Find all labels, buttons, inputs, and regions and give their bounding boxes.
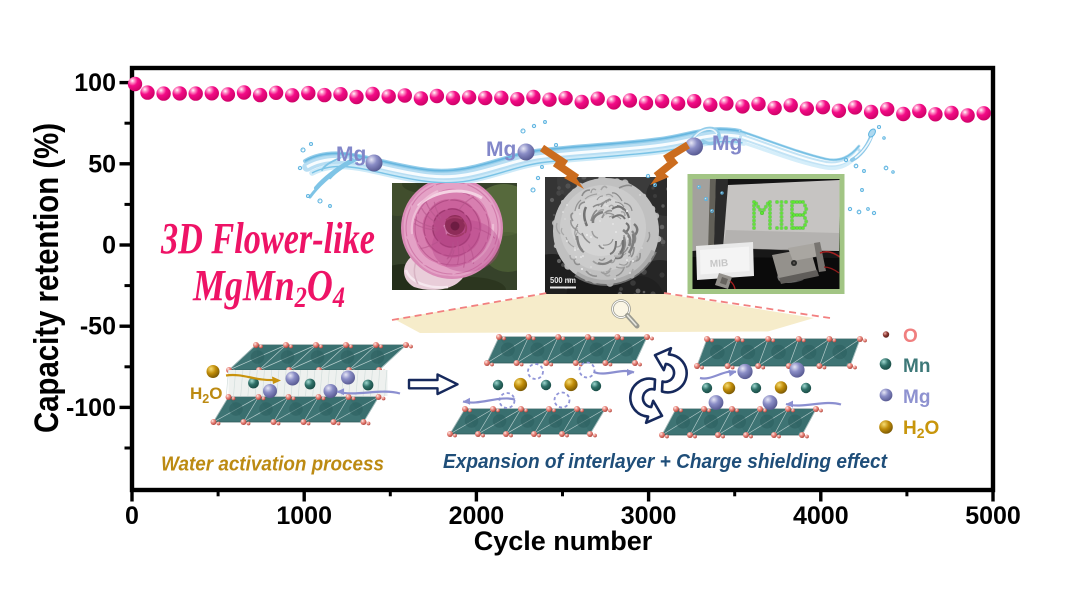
svg-text:Mn: Mn xyxy=(903,356,930,377)
svg-text:Cycle number: Cycle number xyxy=(474,526,653,556)
svg-text:Water activation process: Water activation process xyxy=(161,454,384,476)
svg-text:O: O xyxy=(903,326,918,347)
svg-text:1000: 1000 xyxy=(276,502,332,530)
svg-text:50: 50 xyxy=(88,150,116,178)
svg-text:4000: 4000 xyxy=(793,502,849,530)
svg-text:100: 100 xyxy=(74,69,116,97)
svg-text:3000: 3000 xyxy=(621,502,677,530)
svg-text:H2O: H2O xyxy=(190,384,222,406)
svg-text:3D Flower-like: 3D Flower-like xyxy=(160,214,375,263)
svg-text:MgMn2O4: MgMn2O4 xyxy=(192,261,345,314)
svg-text:500 nm: 500 nm xyxy=(550,276,576,285)
svg-text:Mg: Mg xyxy=(712,132,742,155)
svg-text:MIB: MIB xyxy=(710,258,729,270)
svg-text:0: 0 xyxy=(102,232,116,260)
svg-text:-50: -50 xyxy=(80,313,116,341)
svg-text:Mg: Mg xyxy=(486,138,516,161)
svg-text:Expansion of interlayer + Char: Expansion of interlayer + Charge shieldi… xyxy=(443,451,888,473)
svg-text:Mg: Mg xyxy=(903,387,930,408)
svg-text:0: 0 xyxy=(125,502,139,530)
svg-text:2000: 2000 xyxy=(449,502,505,530)
svg-text:-100: -100 xyxy=(66,394,116,422)
svg-text:Mg: Mg xyxy=(336,143,366,166)
svg-text:Capacity retention (%): Capacity retention (%) xyxy=(28,123,66,433)
svg-text:H2O: H2O xyxy=(903,418,939,441)
svg-text:5000: 5000 xyxy=(965,502,1021,530)
